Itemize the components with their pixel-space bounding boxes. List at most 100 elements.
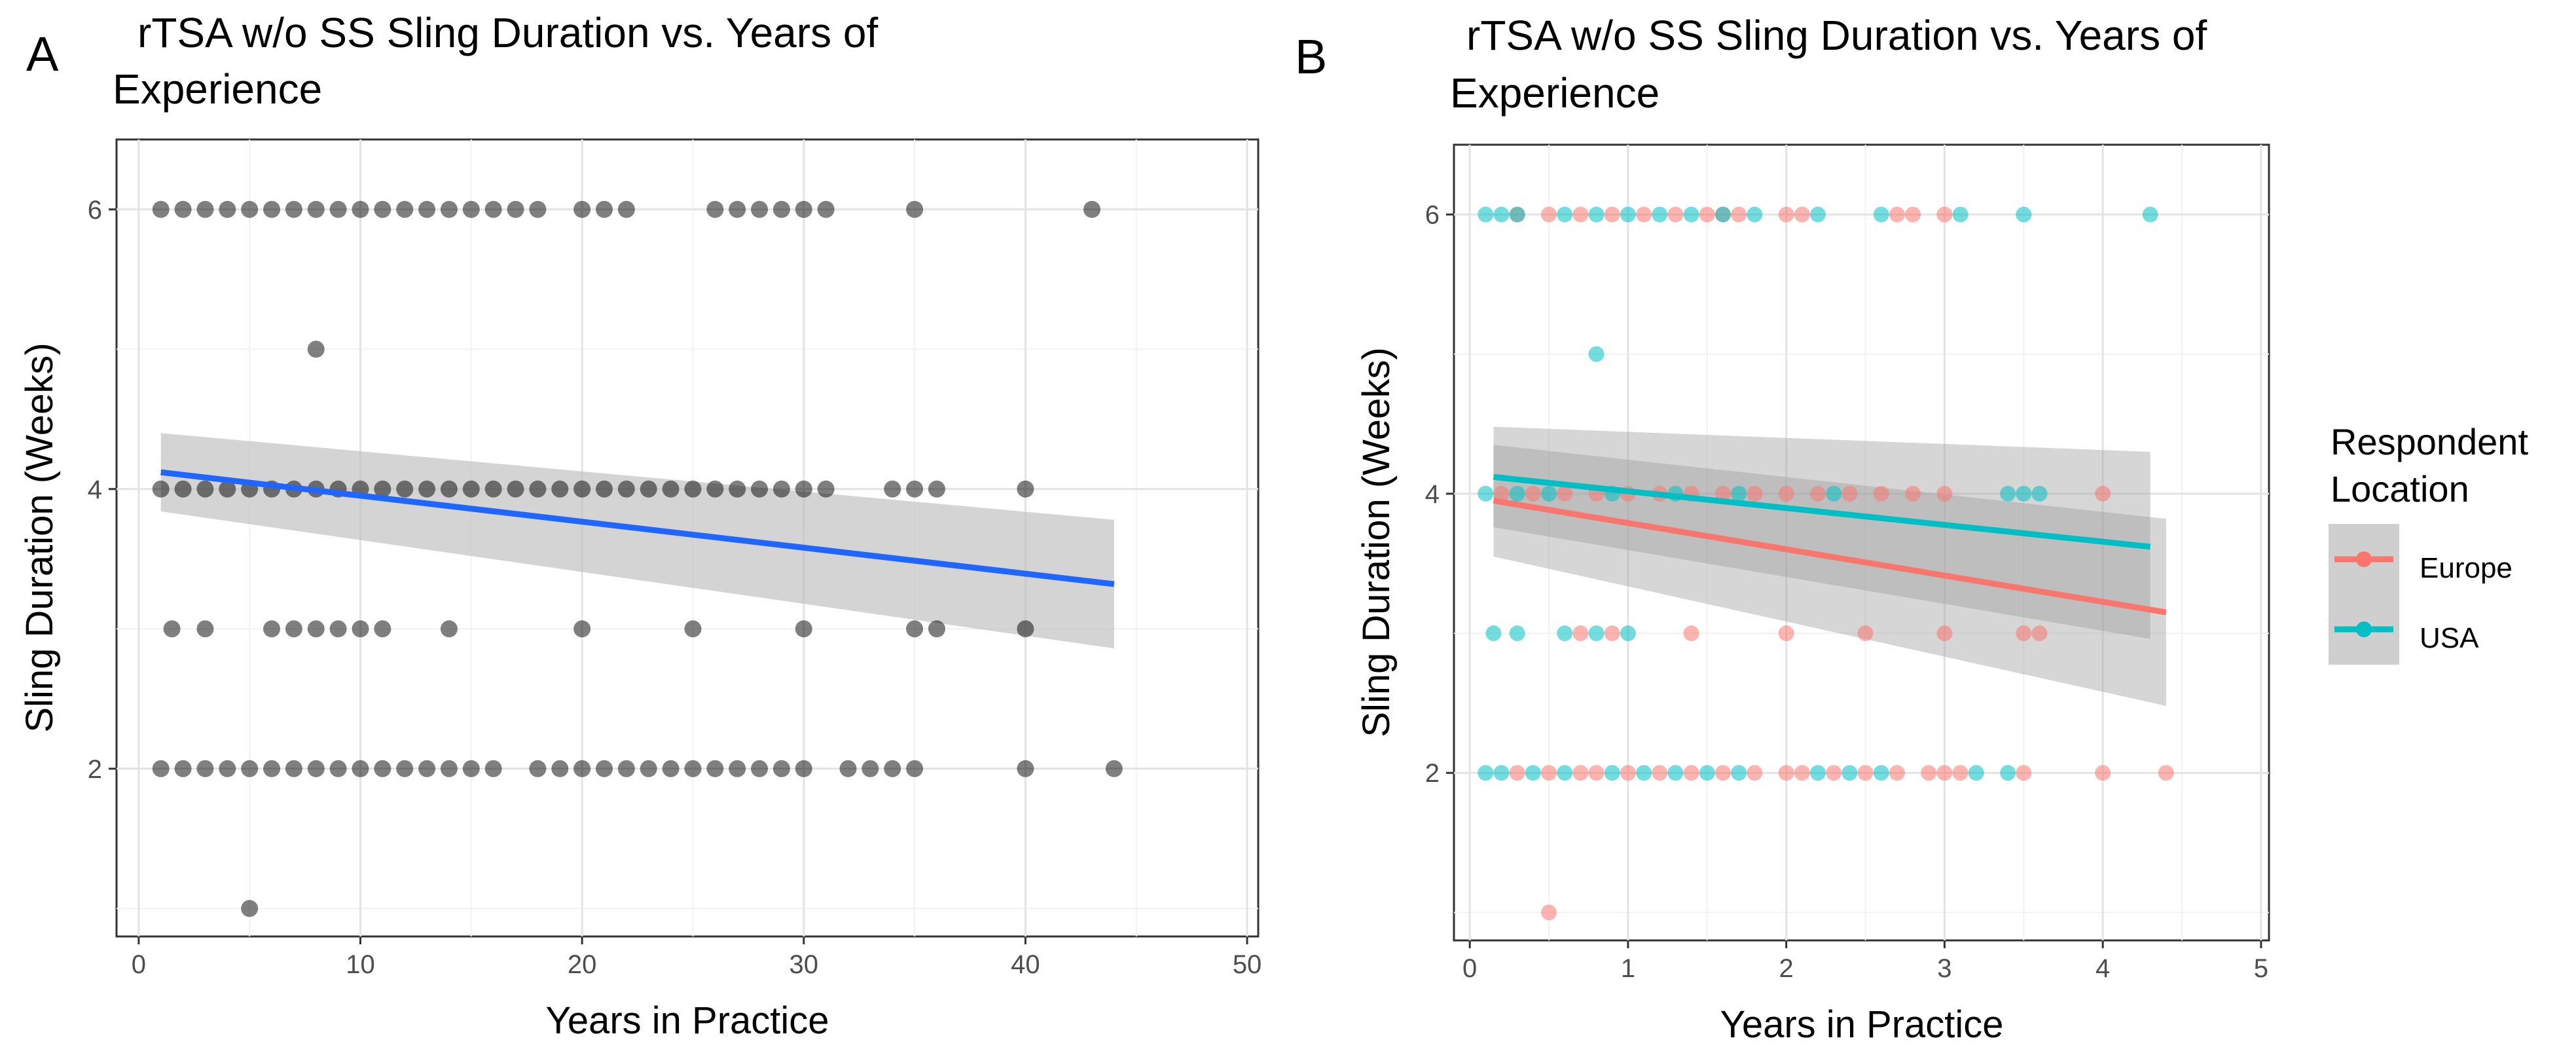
data-point <box>928 620 945 638</box>
data-point-usa <box>2142 206 2158 223</box>
data-point-europe <box>1557 485 1573 502</box>
data-point-usa <box>1873 206 1889 223</box>
data-point <box>551 480 569 498</box>
data-point <box>617 760 635 777</box>
data-point-europe <box>1525 485 1541 502</box>
data-point-europe <box>1778 765 1794 781</box>
fit-line <box>160 469 1115 587</box>
data-point <box>196 760 214 777</box>
data-point <box>795 480 812 498</box>
data-point <box>352 760 369 777</box>
data-point-usa <box>1952 206 1968 223</box>
panel-a-x-axis-title: Years in Practice <box>545 999 829 1042</box>
data-point <box>152 760 170 777</box>
data-point <box>906 200 924 218</box>
data-point <box>418 200 436 218</box>
data-point-usa <box>1620 625 1636 642</box>
data-point <box>329 200 347 218</box>
data-point-europe <box>1841 485 1858 502</box>
data-point <box>196 620 214 638</box>
panel-a-ticks: 0 10 20 30 40 50 2 4 6 <box>88 196 1262 979</box>
data-point-europe <box>1905 485 1921 502</box>
data-point <box>772 760 790 777</box>
panel-a: A rTSA w/o SS Sling Duration vs. Years o… <box>18 9 1261 1042</box>
panel-b-gridlines <box>1454 145 2269 940</box>
data-point <box>573 480 591 498</box>
y-tick-label: 4 <box>88 475 102 504</box>
data-point <box>263 200 281 218</box>
panel-b-ticks: 0 1 2 3 4 5 2 4 6 <box>1425 201 2268 983</box>
data-point-europe <box>1541 904 1557 921</box>
data-point <box>684 620 702 638</box>
data-point <box>440 620 458 638</box>
data-point <box>440 480 458 498</box>
data-point <box>285 760 302 777</box>
data-point-europe <box>1731 206 1747 223</box>
legend-label-europe: Europe <box>2420 552 2513 584</box>
data-point <box>729 200 746 218</box>
data-point <box>906 480 924 498</box>
data-point <box>219 200 236 218</box>
data-point <box>662 480 680 498</box>
data-point-europe <box>1572 765 1589 781</box>
data-point <box>484 760 502 777</box>
legend-title-line1: Respondent <box>2331 421 2528 462</box>
x-tick-label: 4 <box>2095 954 2110 983</box>
y-tick-label: 6 <box>1425 201 1440 230</box>
data-point-europe <box>1778 485 1794 502</box>
data-point <box>374 480 391 498</box>
panel-b-title-line2: Experience <box>1450 69 1660 117</box>
data-point-usa <box>1525 765 1541 781</box>
panel-a-letter: A <box>26 27 59 81</box>
data-point <box>862 760 879 777</box>
panel-b-x-axis-title: Years in Practice <box>1720 1003 2003 1046</box>
data-point-europe <box>1778 206 1794 223</box>
data-point <box>307 341 325 358</box>
data-point <box>174 200 192 218</box>
data-point <box>219 760 236 777</box>
data-point <box>706 200 724 218</box>
data-point <box>307 200 325 218</box>
data-point <box>1083 200 1101 218</box>
data-point <box>729 760 746 777</box>
panel-b-points <box>1478 206 2174 921</box>
data-point <box>884 760 901 777</box>
data-point-usa <box>1667 765 1684 781</box>
data-point <box>152 200 170 218</box>
data-point-europe <box>1699 206 1715 223</box>
data-point-europe <box>1936 206 1953 223</box>
data-point-europe <box>1683 625 1699 642</box>
panel-b-title-line1: rTSA w/o SS Sling Duration vs. Years of <box>1466 12 2207 59</box>
data-point <box>163 620 181 638</box>
data-point-usa <box>2031 485 2048 502</box>
data-point-usa <box>1826 485 1842 502</box>
data-point <box>396 200 414 218</box>
data-point <box>573 760 591 777</box>
data-point-europe <box>1541 206 1557 223</box>
x-tick-label: 5 <box>2254 954 2268 983</box>
data-point <box>596 760 613 777</box>
legend-key-point-usa <box>2356 621 2372 637</box>
x-tick-label: 50 <box>1233 950 1262 979</box>
data-point-europe <box>1620 765 1636 781</box>
y-tick-label: 2 <box>88 755 102 784</box>
data-point-europe <box>1873 485 1889 502</box>
data-point-europe <box>1889 206 1905 223</box>
data-point <box>174 480 192 498</box>
data-point <box>684 480 702 498</box>
x-tick-label: 0 <box>1462 954 1477 983</box>
data-point <box>307 620 325 638</box>
data-point <box>529 200 547 218</box>
data-point <box>884 480 901 498</box>
data-point-europe <box>2158 765 2174 781</box>
data-point <box>196 200 214 218</box>
x-tick-label: 2 <box>1779 954 1794 983</box>
data-point-europe <box>1905 206 1921 223</box>
data-point <box>462 480 480 498</box>
data-point-europe <box>1778 625 1794 642</box>
data-point <box>1017 620 1034 638</box>
data-point-europe <box>1541 765 1557 781</box>
data-point-usa <box>1841 765 1858 781</box>
data-point-europe <box>1667 206 1684 223</box>
data-point <box>573 200 591 218</box>
